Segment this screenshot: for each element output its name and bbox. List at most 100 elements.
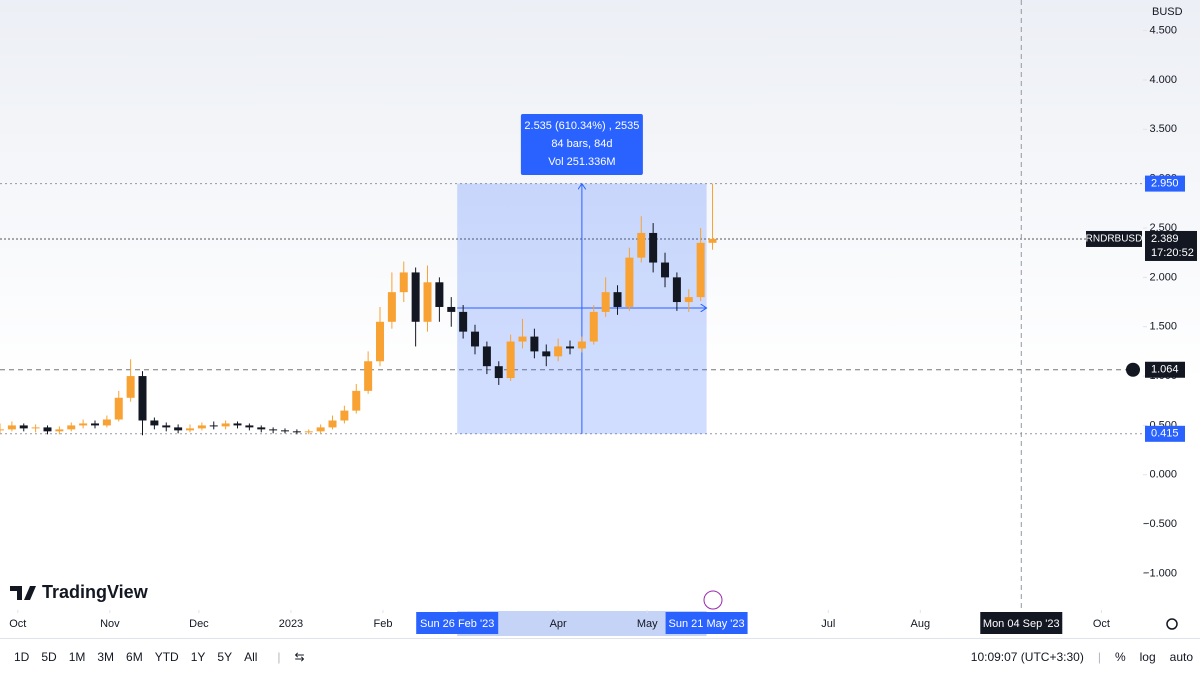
candle-body — [542, 351, 551, 357]
candle-body — [138, 376, 147, 421]
candle-body — [482, 346, 491, 367]
add-alert-icon[interactable] — [1126, 362, 1140, 377]
candle-body — [328, 420, 337, 428]
countdown-label: 17:20:52 — [1151, 247, 1194, 259]
candle-body — [506, 341, 515, 379]
low-price-label-bg — [1145, 425, 1185, 442]
candle-body — [209, 425, 218, 427]
log-toggle[interactable]: log — [1139, 649, 1156, 664]
candle-body — [7, 425, 16, 430]
y-tick-label: 1.500 — [1149, 321, 1177, 333]
high-price-label-bg — [1145, 175, 1185, 192]
candle-body — [281, 430, 290, 432]
date-label: Sun 21 May '23 — [669, 618, 745, 630]
settings-icon[interactable] — [1166, 618, 1178, 630]
candle-body — [696, 242, 705, 298]
x-tick-label: Oct — [1093, 618, 1110, 630]
candle-body — [459, 311, 468, 332]
logo-mark — [10, 586, 36, 600]
candle-body — [423, 282, 432, 322]
candle-body — [601, 292, 610, 312]
y-tick-label: 3.500 — [1149, 123, 1177, 135]
percent-toggle[interactable]: % — [1114, 649, 1126, 664]
candle-body — [589, 311, 598, 342]
x-tick-label: Apr — [550, 618, 567, 630]
x-tick-label: Dec — [189, 618, 209, 630]
candle-body — [304, 431, 313, 433]
range-button[interactable]: YTD — [154, 649, 179, 664]
y-tick-label: 4.000 — [1149, 74, 1177, 86]
y-tick-label: 4.500 — [1149, 25, 1177, 37]
candle-body — [352, 390, 361, 411]
candle-body — [174, 427, 183, 431]
candle-body — [435, 282, 444, 307]
event-icon — [703, 590, 723, 610]
x-tick-label: Aug — [911, 618, 931, 630]
candle-body — [518, 336, 527, 342]
separator: | — [277, 649, 281, 664]
candle-body — [672, 277, 681, 303]
candle-body — [364, 361, 373, 391]
candle-body — [708, 238, 717, 243]
date-label-bg — [980, 612, 1063, 634]
y-tick-label: 2.500 — [1149, 222, 1177, 234]
x-tick-label: 2023 — [279, 618, 303, 630]
range-button[interactable]: 1M — [68, 649, 86, 664]
clock: 10:09:07 (UTC+3:30) — [970, 649, 1084, 664]
chart: 4.5004.0003.5003.0002.5002.0001.5001.000… — [0, 0, 1200, 638]
candle-body — [566, 346, 575, 349]
last-price-label: 2.389 — [1151, 233, 1179, 245]
separator: | — [1097, 649, 1101, 664]
symbol-label-bg — [1086, 230, 1142, 247]
measure-info-text: 2.535 (610.34%) , 2535 — [524, 120, 639, 132]
y-tick-label: −1.000 — [1143, 567, 1177, 579]
range-button[interactable]: 6M — [126, 649, 143, 664]
range-button[interactable]: 1Y — [190, 649, 206, 664]
currency-label: BUSD — [1152, 6, 1183, 18]
candle-body — [114, 397, 123, 420]
auto-toggle[interactable]: auto — [1169, 649, 1193, 664]
candle-body — [494, 366, 503, 379]
last-price-bg — [1145, 230, 1197, 261]
candle-body — [186, 428, 195, 431]
measure-info-text: 84 bars, 84d — [551, 138, 612, 150]
candle-body — [0, 429, 4, 431]
candle-body — [55, 429, 64, 432]
background — [0, 0, 1200, 638]
y-tick-label: −0.500 — [1143, 518, 1177, 530]
candle-body — [447, 306, 456, 312]
crosshair-price-label: 1.064 — [1151, 364, 1179, 376]
date-range-band — [457, 611, 707, 636]
crosshair-price-label-bg — [1145, 361, 1185, 378]
candle-body — [577, 341, 586, 349]
candle-body — [376, 321, 385, 362]
candle-body — [31, 427, 40, 429]
candle-body — [554, 346, 563, 357]
range-button[interactable]: 5D — [41, 649, 57, 664]
range-button[interactable]: All — [244, 649, 258, 664]
candle-body — [102, 419, 111, 426]
candle-body — [625, 257, 634, 307]
candle-body — [233, 423, 242, 426]
candle-body — [530, 336, 539, 352]
symbol-label: RNDRBUSD — [1086, 234, 1143, 245]
candle-body — [79, 423, 88, 426]
candle-body — [221, 423, 230, 427]
x-tick-label: Nov — [100, 618, 120, 630]
candle-body — [471, 331, 480, 347]
x-tick-label: May — [637, 618, 658, 630]
x-tick-label: Oct — [9, 618, 26, 630]
date-label-bg — [665, 612, 748, 634]
compare-icon[interactable]: ⇆ — [294, 649, 305, 664]
range-group: 1D 5D 1M 3M 6M YTD 1Y 5Y All — [8, 650, 263, 664]
candle-body — [126, 376, 135, 398]
candle-body — [649, 232, 658, 263]
logo-text: TradingView — [42, 582, 149, 602]
candle-body — [245, 425, 254, 428]
range-button[interactable]: 5Y — [217, 649, 233, 664]
candle-body — [613, 292, 622, 307]
range-button[interactable]: 1D — [14, 649, 30, 664]
range-button[interactable]: 3M — [97, 649, 115, 664]
candle-body — [387, 292, 396, 322]
